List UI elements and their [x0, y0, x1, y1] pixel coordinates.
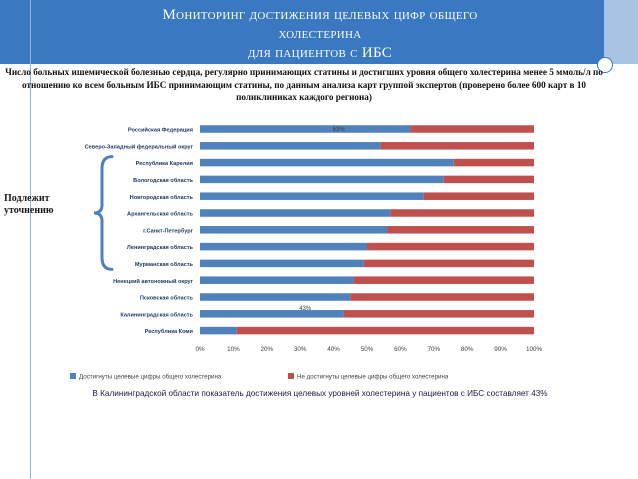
- bar-segment-not-achieved: [443, 175, 534, 184]
- bar-segment-achieved: [200, 326, 237, 335]
- x-tick-label: 50%: [361, 346, 374, 353]
- bar-segment-achieved: [200, 259, 364, 268]
- slide-title-line-2: холестерина: [278, 26, 362, 42]
- category-label: Мурманская область: [135, 261, 194, 268]
- bars-layer: [200, 125, 535, 335]
- x-tick-label: 70%: [427, 346, 440, 353]
- category-label: Псковская область: [140, 295, 194, 302]
- chart-subtitle: Число больных ишемической болезнью сердц…: [5, 67, 603, 102]
- slide-title-line-3: для пациентов с ИБС: [247, 45, 393, 61]
- x-tick-label: 90%: [494, 346, 507, 353]
- x-tick-label: 80%: [461, 346, 474, 353]
- data-labels: 63% 43%: [299, 127, 345, 312]
- bar-segment-not-achieved: [453, 158, 534, 167]
- legend-label: Достигнуты целевые цифры общего холестер…: [79, 374, 222, 381]
- category-label: Российская Федерация: [128, 127, 193, 134]
- x-tick-label: 30%: [294, 346, 307, 353]
- data-label: 43%: [299, 306, 312, 312]
- bar-segment-not-achieved: [343, 310, 534, 318]
- bar-segment-not-achieved: [367, 242, 534, 251]
- bar-segment-achieved: [200, 125, 411, 133]
- slide-title-line-1: Мониторинг достижения целевых цифр общег…: [162, 7, 478, 23]
- x-tick-label: 60%: [394, 346, 407, 353]
- category-label: Калининградская область: [120, 311, 193, 318]
- category-label: Республика Коми: [145, 328, 194, 335]
- legend: Достигнуты целевые цифры общего холестер…: [70, 373, 449, 381]
- bar-segment-achieved: [200, 226, 388, 234]
- x-tick-label: 40%: [327, 346, 340, 353]
- bar-segment-achieved: [200, 276, 354, 284]
- data-label: 63%: [333, 127, 346, 133]
- accent-strip: [604, 0, 638, 64]
- bar-segment-not-achieved: [387, 226, 534, 234]
- bar-segment-not-achieved: [363, 259, 534, 268]
- x-tick-label: 100%: [526, 346, 543, 353]
- x-tick-label: 20%: [260, 346, 273, 353]
- x-tick-label: 10%: [227, 346, 240, 353]
- bar-segment-not-achieved: [380, 142, 534, 150]
- bar-segment-not-achieved: [236, 326, 535, 335]
- legend-swatch: [288, 373, 294, 379]
- bar-segment-achieved: [200, 310, 344, 318]
- decorative-circle: [597, 57, 613, 73]
- bottom-note: В Калининградской области показатель дос…: [92, 389, 548, 398]
- bar-segment-not-achieved: [350, 293, 534, 301]
- x-tick-label: 0%: [195, 346, 205, 353]
- side-note: Подлежит уточнению: [4, 193, 54, 216]
- legend-label: Не достигнуты целевые цифры общего холес…: [297, 374, 449, 381]
- bar-segment-achieved: [200, 175, 444, 184]
- x-axis: 0% 10% 20% 30% 40% 50% 60% 70% 80% 90% 100%: [195, 346, 542, 353]
- slide-title: Мониторинг достижения целевых цифр общег…: [40, 6, 600, 63]
- category-label: Северо-Западный федеральный округ: [85, 143, 194, 150]
- bar-segment-achieved: [200, 242, 367, 251]
- bar-segment-achieved: [200, 192, 424, 200]
- category-labels: Российская Федерация Северо-Западный феде…: [85, 127, 194, 336]
- bar-segment-achieved: [200, 293, 351, 301]
- bar-segment-achieved: [200, 158, 454, 167]
- category-label: Республика Карелия: [136, 160, 193, 167]
- bar-segment-not-achieved: [423, 192, 534, 200]
- decorative-vertical-line: [30, 0, 31, 479]
- bar-segment-achieved: [200, 209, 391, 217]
- category-label: Ненецкий автономный округ: [113, 278, 194, 285]
- bar-segment-not-achieved: [353, 276, 534, 284]
- bar-segment-achieved: [200, 142, 381, 150]
- category-label: Архангельская область: [127, 211, 194, 218]
- bar-segment-not-achieved: [410, 125, 534, 133]
- legend-swatch: [70, 373, 76, 379]
- title-band: [0, 0, 604, 64]
- category-label: Новгородская область: [130, 194, 194, 201]
- bar-segment-not-achieved: [390, 209, 534, 217]
- category-label: Ленинградская область: [127, 244, 194, 251]
- category-label: Вологодская область: [133, 177, 193, 184]
- grouping-brace: [93, 155, 114, 271]
- category-label: г.Санкт-Петербург: [143, 227, 193, 234]
